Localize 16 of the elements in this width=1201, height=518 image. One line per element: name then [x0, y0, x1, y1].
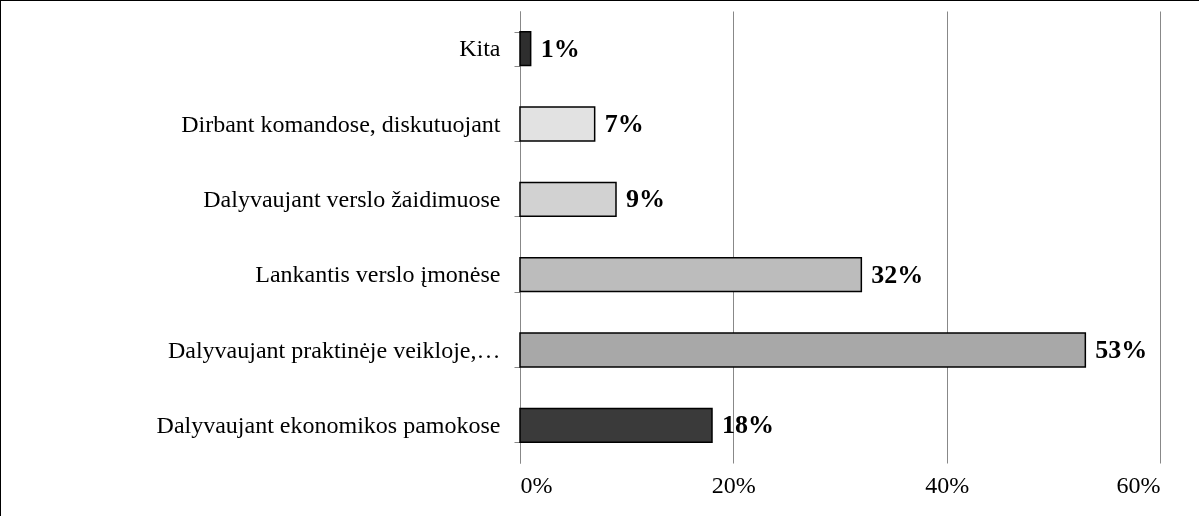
y-tick-label: Lankantis verslo įmonėse — [255, 261, 501, 288]
data-label: 9% — [626, 184, 665, 214]
data-label: 1% — [540, 33, 580, 63]
x-tick-label: 0% — [520, 471, 553, 498]
y-tick-label: Dalyvaujant praktinėje veikloje,… — [167, 336, 501, 363]
data-label: 18% — [722, 410, 774, 440]
x-tick-label: 40% — [925, 471, 970, 498]
data-label: 53% — [1095, 335, 1148, 364]
y-tick-label: Dirbant komandose, diskutuojant — [181, 110, 501, 137]
y-tick-label: Kita — [459, 35, 501, 62]
data-label: 32% — [871, 259, 924, 289]
y-tick-label: Dalyvaujant verslo žaidimuose — [203, 185, 501, 212]
x-tick-label: 20% — [711, 471, 756, 498]
data-label: 7% — [604, 109, 644, 138]
x-tick-label: 60% — [1116, 471, 1161, 498]
y-tick-label: Dalyvaujant ekonomikos pamokose — [156, 411, 501, 438]
